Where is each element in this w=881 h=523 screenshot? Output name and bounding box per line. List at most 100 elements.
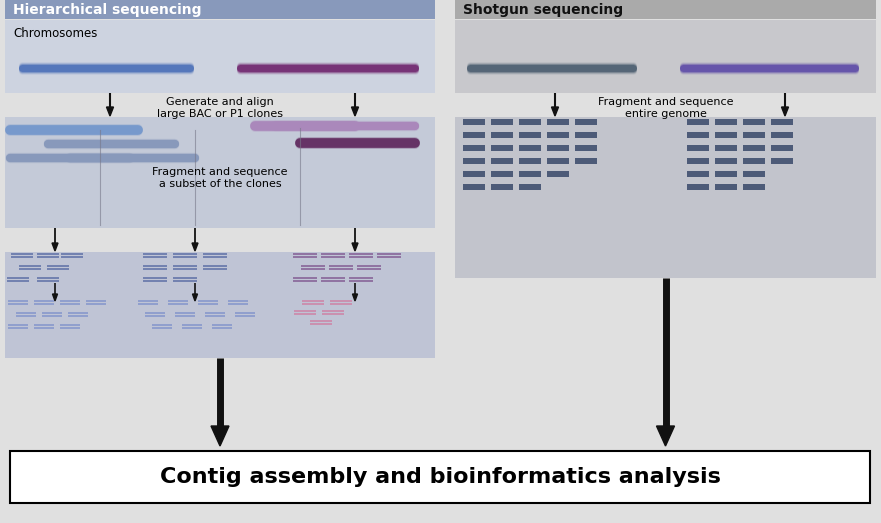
Bar [349, 280, 373, 282]
Bar [547, 122, 569, 125]
Bar [68, 315, 88, 317]
Bar [349, 277, 373, 279]
Polygon shape [53, 294, 57, 301]
Bar [152, 324, 172, 326]
Bar [715, 149, 737, 151]
Bar [16, 315, 36, 317]
Polygon shape [107, 107, 114, 116]
Polygon shape [193, 294, 197, 301]
Bar [310, 323, 332, 325]
Bar [715, 119, 737, 121]
Bar [491, 171, 513, 174]
Bar [687, 184, 709, 187]
Text: Generate and align
large BAC or P1 clones: Generate and align large BAC or P1 clone… [157, 97, 283, 119]
Bar [491, 175, 513, 177]
Bar [143, 265, 167, 267]
Bar [743, 145, 765, 147]
Bar [491, 187, 513, 190]
Bar [547, 135, 569, 138]
Bar [743, 187, 765, 190]
Bar [19, 268, 41, 270]
Polygon shape [656, 426, 675, 446]
Bar [175, 315, 195, 317]
Bar [143, 253, 167, 255]
Bar [687, 162, 709, 164]
Bar [687, 171, 709, 174]
Bar [715, 187, 737, 190]
Bar [687, 158, 709, 161]
Bar [60, 327, 80, 329]
Bar [463, 119, 485, 121]
Bar [357, 265, 381, 267]
Bar [322, 310, 344, 312]
Bar [37, 253, 59, 255]
Bar [743, 149, 765, 151]
Bar [547, 132, 569, 134]
Bar [687, 122, 709, 125]
Bar [547, 149, 569, 151]
Bar [349, 253, 373, 255]
Bar [547, 175, 569, 177]
Bar [771, 122, 793, 125]
Polygon shape [211, 426, 229, 446]
Bar [301, 268, 325, 270]
Bar [329, 268, 353, 270]
Bar [519, 162, 541, 164]
Bar [575, 149, 597, 151]
Bar [203, 256, 227, 258]
Bar [519, 122, 541, 125]
Bar [519, 135, 541, 138]
Text: Hierarchical sequencing: Hierarchical sequencing [13, 3, 202, 17]
Bar [228, 300, 248, 302]
Bar [10, 451, 870, 503]
Bar [519, 187, 541, 190]
Bar [547, 162, 569, 164]
Bar [771, 149, 793, 151]
Bar [34, 327, 54, 329]
Bar [715, 132, 737, 134]
Text: Fragment and sequence
a subset of the clones: Fragment and sequence a subset of the cl… [152, 167, 288, 189]
Bar [519, 175, 541, 177]
Bar [302, 300, 324, 302]
Bar [491, 149, 513, 151]
Bar [11, 253, 33, 255]
Bar [61, 253, 83, 255]
Bar [743, 135, 765, 138]
Bar [715, 184, 737, 187]
Bar [687, 132, 709, 134]
Bar [173, 277, 197, 279]
Bar [547, 171, 569, 174]
Bar [47, 265, 69, 267]
Bar [293, 277, 317, 279]
Polygon shape [52, 243, 58, 251]
Bar [547, 145, 569, 147]
Bar [455, 0, 876, 19]
Bar [463, 135, 485, 138]
Bar [715, 171, 737, 174]
Bar [687, 119, 709, 121]
Bar [37, 256, 59, 258]
Bar [7, 277, 29, 279]
Bar [377, 256, 401, 258]
Bar [491, 119, 513, 121]
Bar [715, 122, 737, 125]
Bar [743, 132, 765, 134]
Bar [519, 149, 541, 151]
Bar [519, 145, 541, 147]
Bar [212, 324, 232, 326]
Bar [687, 149, 709, 151]
Bar [519, 132, 541, 134]
Polygon shape [781, 107, 788, 116]
Bar [5, 20, 435, 93]
Bar [203, 268, 227, 270]
Bar [143, 277, 167, 279]
Bar [715, 135, 737, 138]
Bar [8, 324, 28, 326]
Bar [771, 145, 793, 147]
Bar [5, 0, 435, 19]
Bar [715, 158, 737, 161]
Bar [519, 171, 541, 174]
Bar [205, 312, 225, 314]
Bar [310, 320, 332, 322]
Bar [491, 162, 513, 164]
